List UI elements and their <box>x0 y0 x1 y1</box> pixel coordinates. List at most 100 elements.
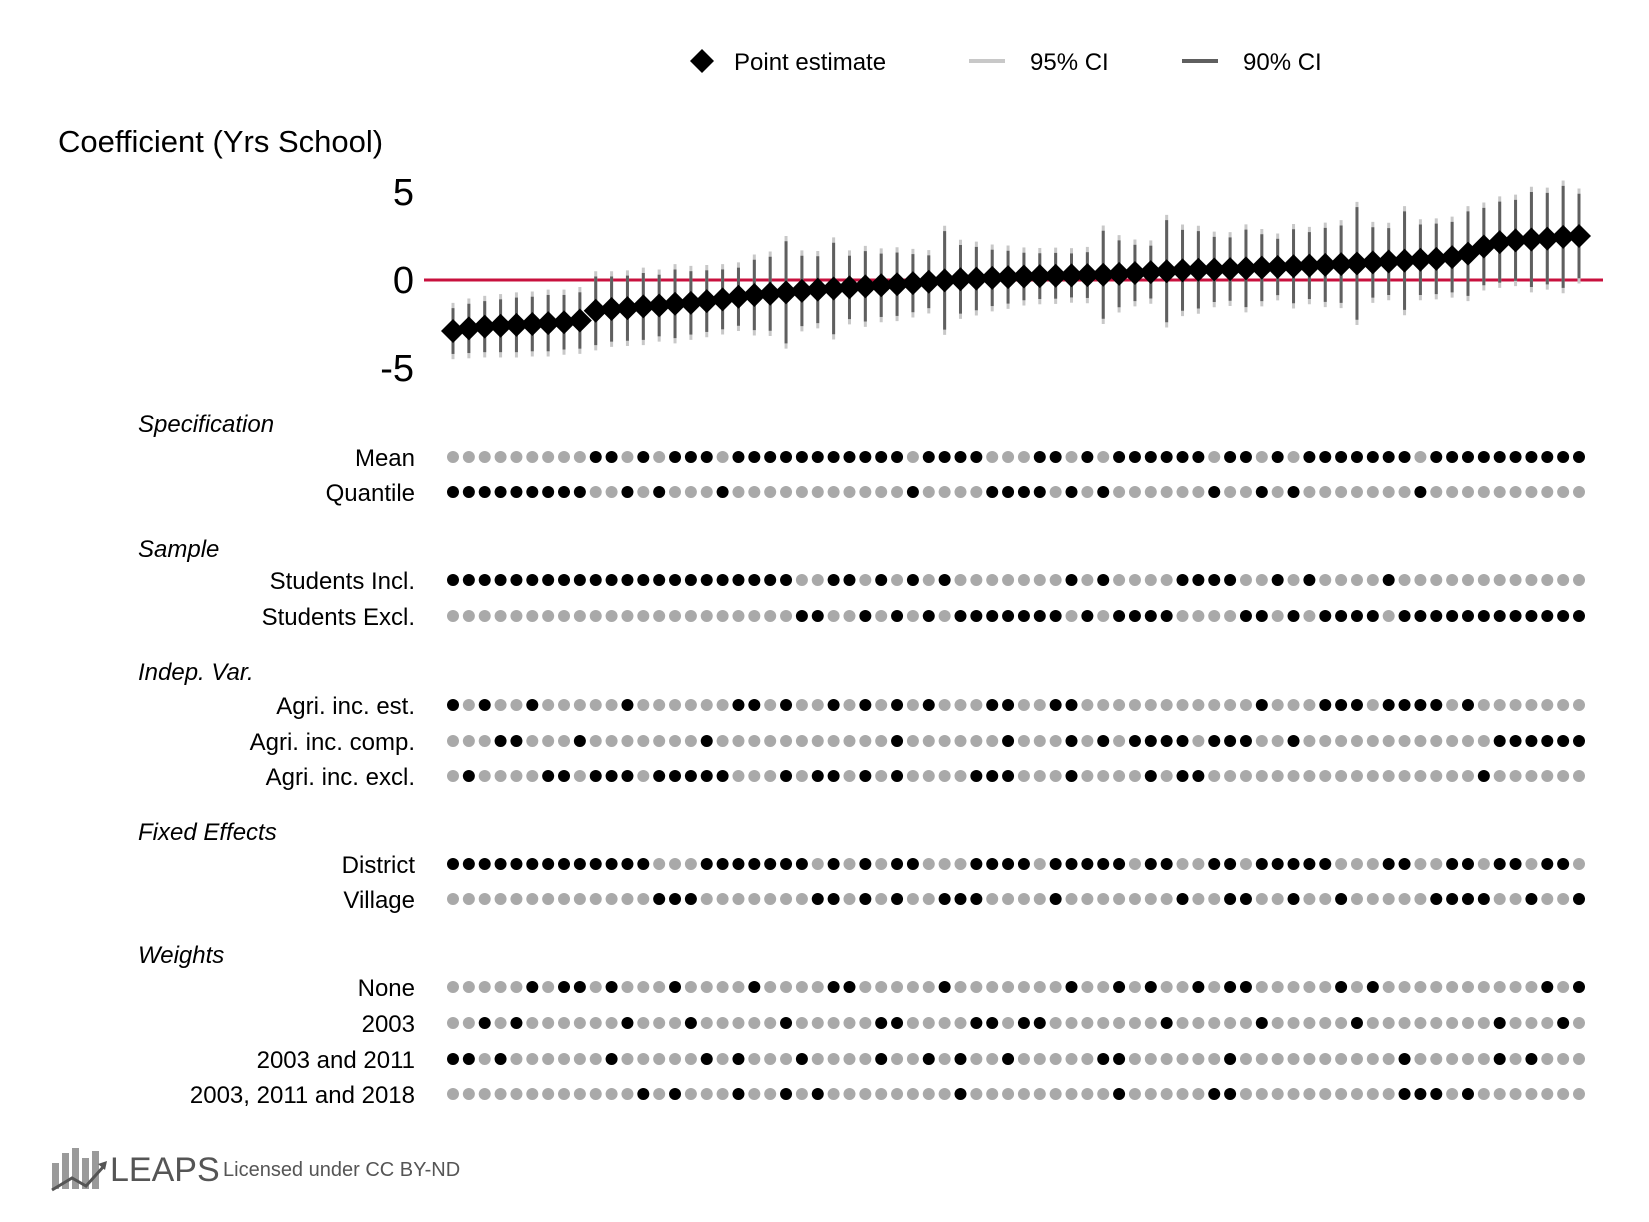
spec-dot-inactive <box>1461 574 1474 586</box>
spec-dot-inactive <box>1414 574 1427 586</box>
spec-dot-inactive <box>1319 770 1332 782</box>
spec-dot-inactive <box>954 486 967 498</box>
spec-dot-inactive <box>1271 735 1284 747</box>
spec-row-label: 2003, 2011 and 2018 <box>190 1082 415 1109</box>
spec-dot-active <box>827 893 840 905</box>
spec-dot-inactive <box>875 858 888 870</box>
spec-dot-active <box>1446 893 1459 905</box>
spec-dot-inactive <box>716 981 729 993</box>
spec-dot-inactive <box>510 770 523 782</box>
spec-dot-active <box>970 451 983 463</box>
spec-dot-active <box>1002 770 1015 782</box>
spec-dot-active <box>1176 770 1189 782</box>
spec-dot-active <box>859 699 872 711</box>
spec-dot-inactive <box>716 893 729 905</box>
spec-dot-active <box>1128 451 1141 463</box>
point-estimate <box>964 266 989 291</box>
spec-dot-inactive <box>684 735 697 747</box>
spec-dot-active <box>478 699 491 711</box>
spec-dot-inactive <box>843 858 856 870</box>
spec-dot-active <box>1430 610 1443 622</box>
spec-dot-active <box>462 858 475 870</box>
spec-dot-active <box>558 770 571 782</box>
spec-dot-inactive <box>1319 486 1332 498</box>
spec-dot-inactive <box>811 1053 824 1065</box>
spec-dot-inactive <box>1255 735 1268 747</box>
point-estimate <box>837 275 862 300</box>
spec-dot-inactive <box>1160 981 1173 993</box>
spec-dot-inactive <box>1335 1053 1348 1065</box>
spec-dot-inactive <box>589 1053 602 1065</box>
spec-dot-active <box>1382 451 1395 463</box>
spec-dot-inactive <box>875 735 888 747</box>
spec-dot-inactive <box>859 735 872 747</box>
spec-dot-active <box>732 858 745 870</box>
spec-dot-active <box>1239 451 1252 463</box>
spec-dot-active <box>526 858 539 870</box>
spec-dot-active <box>938 574 951 586</box>
spec-dot-active <box>1366 610 1379 622</box>
spec-dot-inactive <box>1541 1017 1554 1029</box>
spec-dot-active <box>748 451 761 463</box>
spec-dot-inactive <box>938 735 951 747</box>
point-estimate <box>742 282 767 307</box>
spec-dot-inactive <box>1430 770 1443 782</box>
spec-dot-inactive <box>843 770 856 782</box>
spec-dot-active <box>1414 1088 1427 1100</box>
spec-dot-active <box>716 770 729 782</box>
spec-dot-inactive <box>1017 770 1030 782</box>
spec-dot-inactive <box>986 981 999 993</box>
spec-dot-inactive <box>1398 574 1411 586</box>
spec-dot-inactive <box>764 981 777 993</box>
spec-dot-inactive <box>1002 893 1015 905</box>
spec-dot-inactive <box>1113 1017 1126 1029</box>
spec-dot-active <box>795 858 808 870</box>
spec-dot-active <box>875 574 888 586</box>
spec-dot-active <box>621 699 634 711</box>
spec-dot-inactive <box>938 858 951 870</box>
spec-dot-inactive <box>605 610 618 622</box>
spec-dot-inactive <box>891 1088 904 1100</box>
point-estimate <box>758 281 783 306</box>
y-tick-label: 5 <box>393 172 414 214</box>
spec-dot-active <box>843 451 856 463</box>
spec-dot-inactive <box>954 981 967 993</box>
spec-dot-active <box>1557 1017 1570 1029</box>
spec-dot-inactive <box>447 610 459 622</box>
spec-dot-inactive <box>1017 893 1030 905</box>
spec-dot-inactive <box>1065 451 1078 463</box>
spec-dot-inactive <box>922 770 935 782</box>
spec-dot-inactive <box>1176 610 1189 622</box>
spec-dot-inactive <box>1541 770 1554 782</box>
spec-dot-inactive <box>827 1053 840 1065</box>
specification-panel: Specification Mean Quantile Sample Students … <box>138 411 1585 1109</box>
spec-dot-inactive <box>1446 981 1459 993</box>
spec-dot-active <box>716 858 729 870</box>
spec-dot-active <box>1430 1088 1443 1100</box>
spec-dot-inactive <box>986 1088 999 1100</box>
group-title: Sample <box>138 536 219 563</box>
spec-row-label: 2003 <box>362 1011 415 1038</box>
spec-dot-inactive <box>1017 735 1030 747</box>
spec-dot-inactive <box>764 1053 777 1065</box>
spec-dot-inactive <box>954 574 967 586</box>
spec-dot-inactive <box>1271 1017 1284 1029</box>
spec-dot-active <box>922 699 935 711</box>
spec-dot-inactive <box>1192 735 1205 747</box>
point-estimate <box>599 297 624 322</box>
spec-dot-active <box>1081 451 1094 463</box>
spec-dot-active <box>827 574 840 586</box>
spec-dot-inactive <box>1430 858 1443 870</box>
spec-dot-active <box>605 451 618 463</box>
spec-dot-inactive <box>1398 770 1411 782</box>
footer-license: Licensed under CC BY-ND <box>223 1159 460 1181</box>
spec-dot-inactive <box>827 1088 840 1100</box>
spec-dot-inactive <box>906 893 919 905</box>
spec-dot-inactive <box>1255 1088 1268 1100</box>
spec-dot-inactive <box>1319 735 1332 747</box>
spec-dot-inactive <box>748 1017 761 1029</box>
spec-dot-inactive <box>653 451 666 463</box>
spec-dot-inactive <box>1176 1053 1189 1065</box>
spec-dot-inactive <box>1446 574 1459 586</box>
point-estimate <box>853 274 878 299</box>
